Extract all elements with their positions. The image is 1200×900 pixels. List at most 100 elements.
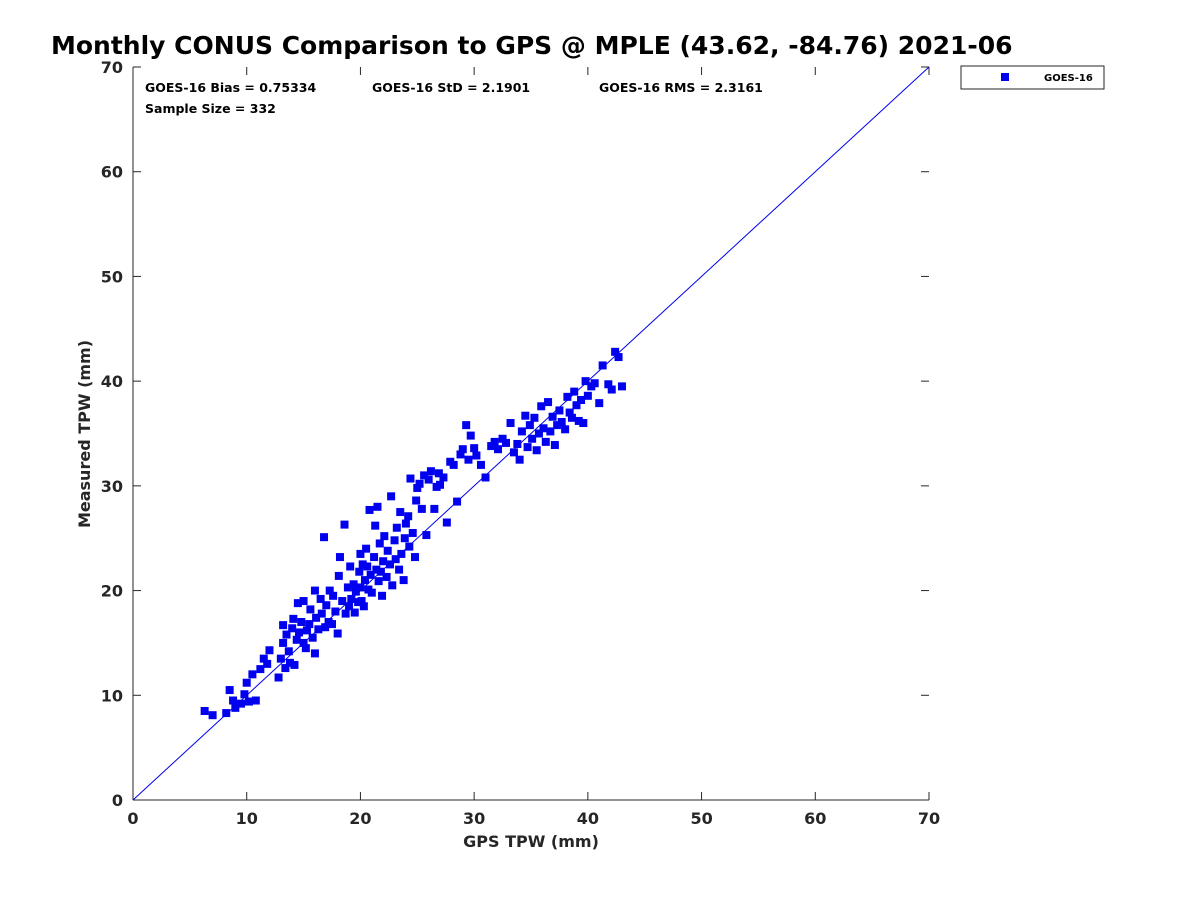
data-point	[426, 467, 435, 476]
sample-size-stat: Sample Size = 332	[145, 101, 276, 116]
data-point	[577, 395, 586, 404]
data-point	[406, 474, 415, 483]
data-point	[572, 401, 581, 410]
data-point	[292, 635, 301, 644]
data-point	[363, 562, 372, 571]
data-point	[229, 696, 238, 705]
legend-label-goes-16: GOES-16	[1044, 73, 1093, 84]
data-point	[295, 628, 304, 637]
data-point	[462, 421, 471, 430]
data-point	[390, 536, 399, 545]
data-point	[481, 473, 490, 482]
x-tick-label: 50	[690, 809, 712, 828]
data-point	[285, 658, 294, 667]
y-tick-label: 30	[101, 477, 123, 496]
data-point	[310, 586, 319, 595]
y-axis-label: Measured TPW (mm)	[75, 340, 94, 528]
std-stat: GOES-16 StD = 2.1901	[372, 80, 530, 95]
data-point	[333, 629, 342, 638]
y-tick-label: 70	[101, 58, 123, 77]
data-point	[570, 387, 579, 396]
data-point	[200, 706, 209, 715]
data-point	[530, 413, 539, 422]
data-point	[408, 528, 417, 537]
data-point	[385, 560, 394, 569]
data-point	[523, 443, 532, 452]
data-point	[355, 567, 364, 576]
data-point	[420, 471, 429, 480]
data-point	[293, 599, 302, 608]
data-point	[422, 531, 431, 540]
data-point	[279, 621, 288, 630]
data-point	[424, 475, 433, 484]
y-tick-label: 40	[101, 372, 123, 391]
x-tick-label: 10	[236, 809, 258, 828]
data-point	[372, 565, 381, 574]
data-point	[320, 533, 329, 542]
x-tick-label: 30	[463, 809, 485, 828]
data-point	[305, 620, 314, 629]
data-point	[517, 427, 526, 436]
data-point	[259, 654, 268, 663]
data-point	[404, 512, 413, 521]
data-point	[316, 594, 325, 603]
data-point	[379, 557, 388, 566]
data-point	[312, 613, 321, 622]
data-point	[399, 576, 408, 585]
data-point	[434, 469, 443, 478]
data-point	[546, 427, 555, 436]
data-point	[237, 699, 246, 708]
data-point	[359, 602, 368, 611]
data-point	[515, 455, 524, 464]
data-point	[282, 630, 291, 639]
data-point	[557, 417, 566, 426]
data-point	[544, 398, 553, 407]
data-point	[265, 646, 274, 655]
data-point	[365, 505, 374, 514]
data-point	[539, 424, 548, 433]
data-point	[274, 673, 283, 682]
data-point	[611, 347, 620, 356]
data-point	[541, 437, 550, 446]
data-point	[430, 504, 439, 513]
data-point	[299, 597, 308, 606]
data-point	[574, 416, 583, 425]
x-axis-label: GPS TPW (mm)	[463, 832, 599, 851]
data-point	[301, 644, 310, 653]
data-point	[405, 542, 414, 551]
data-point	[375, 539, 384, 548]
data-point	[288, 624, 297, 633]
data-point	[458, 445, 467, 454]
data-point	[466, 431, 475, 440]
x-tick-label: 40	[577, 809, 599, 828]
y-ticks: 0 10 20 30 40 50 60 70	[101, 58, 929, 810]
data-point	[317, 609, 326, 618]
data-point	[498, 434, 507, 443]
data-point	[598, 361, 607, 370]
data-points	[200, 347, 626, 720]
data-point	[366, 570, 375, 579]
data-point	[561, 425, 570, 434]
data-point	[581, 377, 590, 386]
data-point	[396, 508, 405, 517]
data-point	[225, 686, 234, 695]
data-point	[208, 711, 217, 720]
data-point	[360, 576, 369, 585]
data-point	[325, 586, 334, 595]
data-point	[378, 591, 387, 600]
axes	[132, 67, 929, 801]
data-point	[525, 421, 534, 430]
data-point	[509, 448, 518, 457]
data-point	[240, 690, 249, 699]
data-point	[513, 439, 522, 448]
data-point	[387, 492, 396, 501]
data-point	[501, 438, 510, 447]
data-point	[341, 609, 350, 618]
data-point	[328, 620, 336, 629]
data-point	[494, 445, 503, 454]
data-point	[356, 549, 365, 558]
data-point	[449, 460, 458, 469]
data-point	[302, 626, 311, 635]
data-point	[376, 567, 385, 576]
data-point	[614, 353, 623, 362]
